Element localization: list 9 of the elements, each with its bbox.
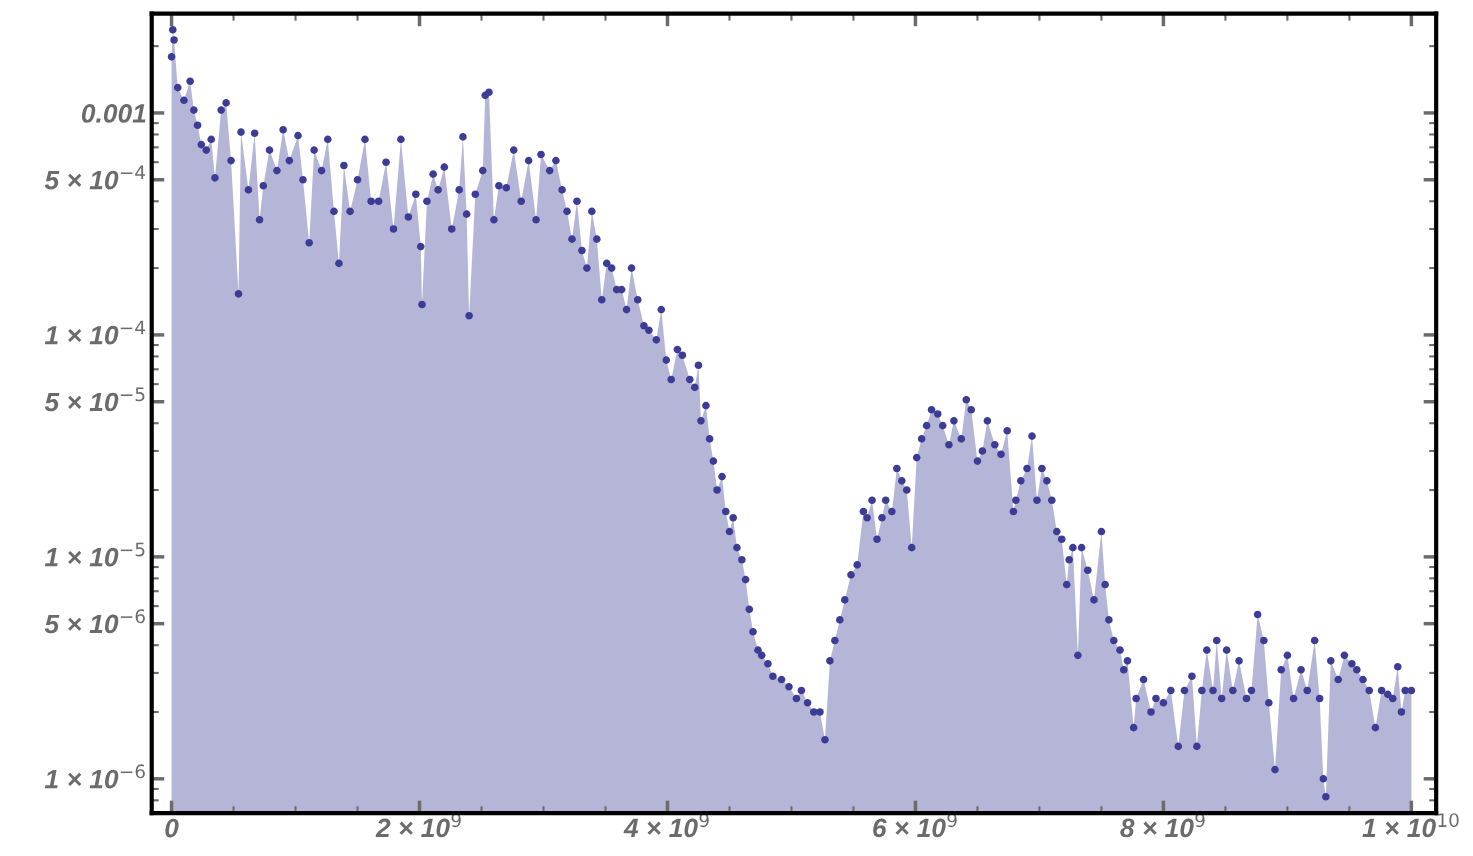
x-tick-label: 0 xyxy=(165,818,179,838)
y-tick-label: 5 × 10$^{−5}$ xyxy=(44,387,145,412)
y-tick-label: 1 × 10$^{−6}$ xyxy=(44,764,145,789)
y-tick-label: 5 × 10$^{−4}$ xyxy=(44,165,146,190)
x-tick-label: 1 × 10$^{10}$ xyxy=(1362,813,1459,838)
y-tick-label: 5 × 10$^{−6}$ xyxy=(44,609,145,634)
y-tick-label: 1 × 10$^{−4}$ xyxy=(44,320,146,345)
y-tick-label: 0.001 xyxy=(81,104,146,123)
y-tick-label: 1 × 10$^{−5}$ xyxy=(44,542,145,567)
